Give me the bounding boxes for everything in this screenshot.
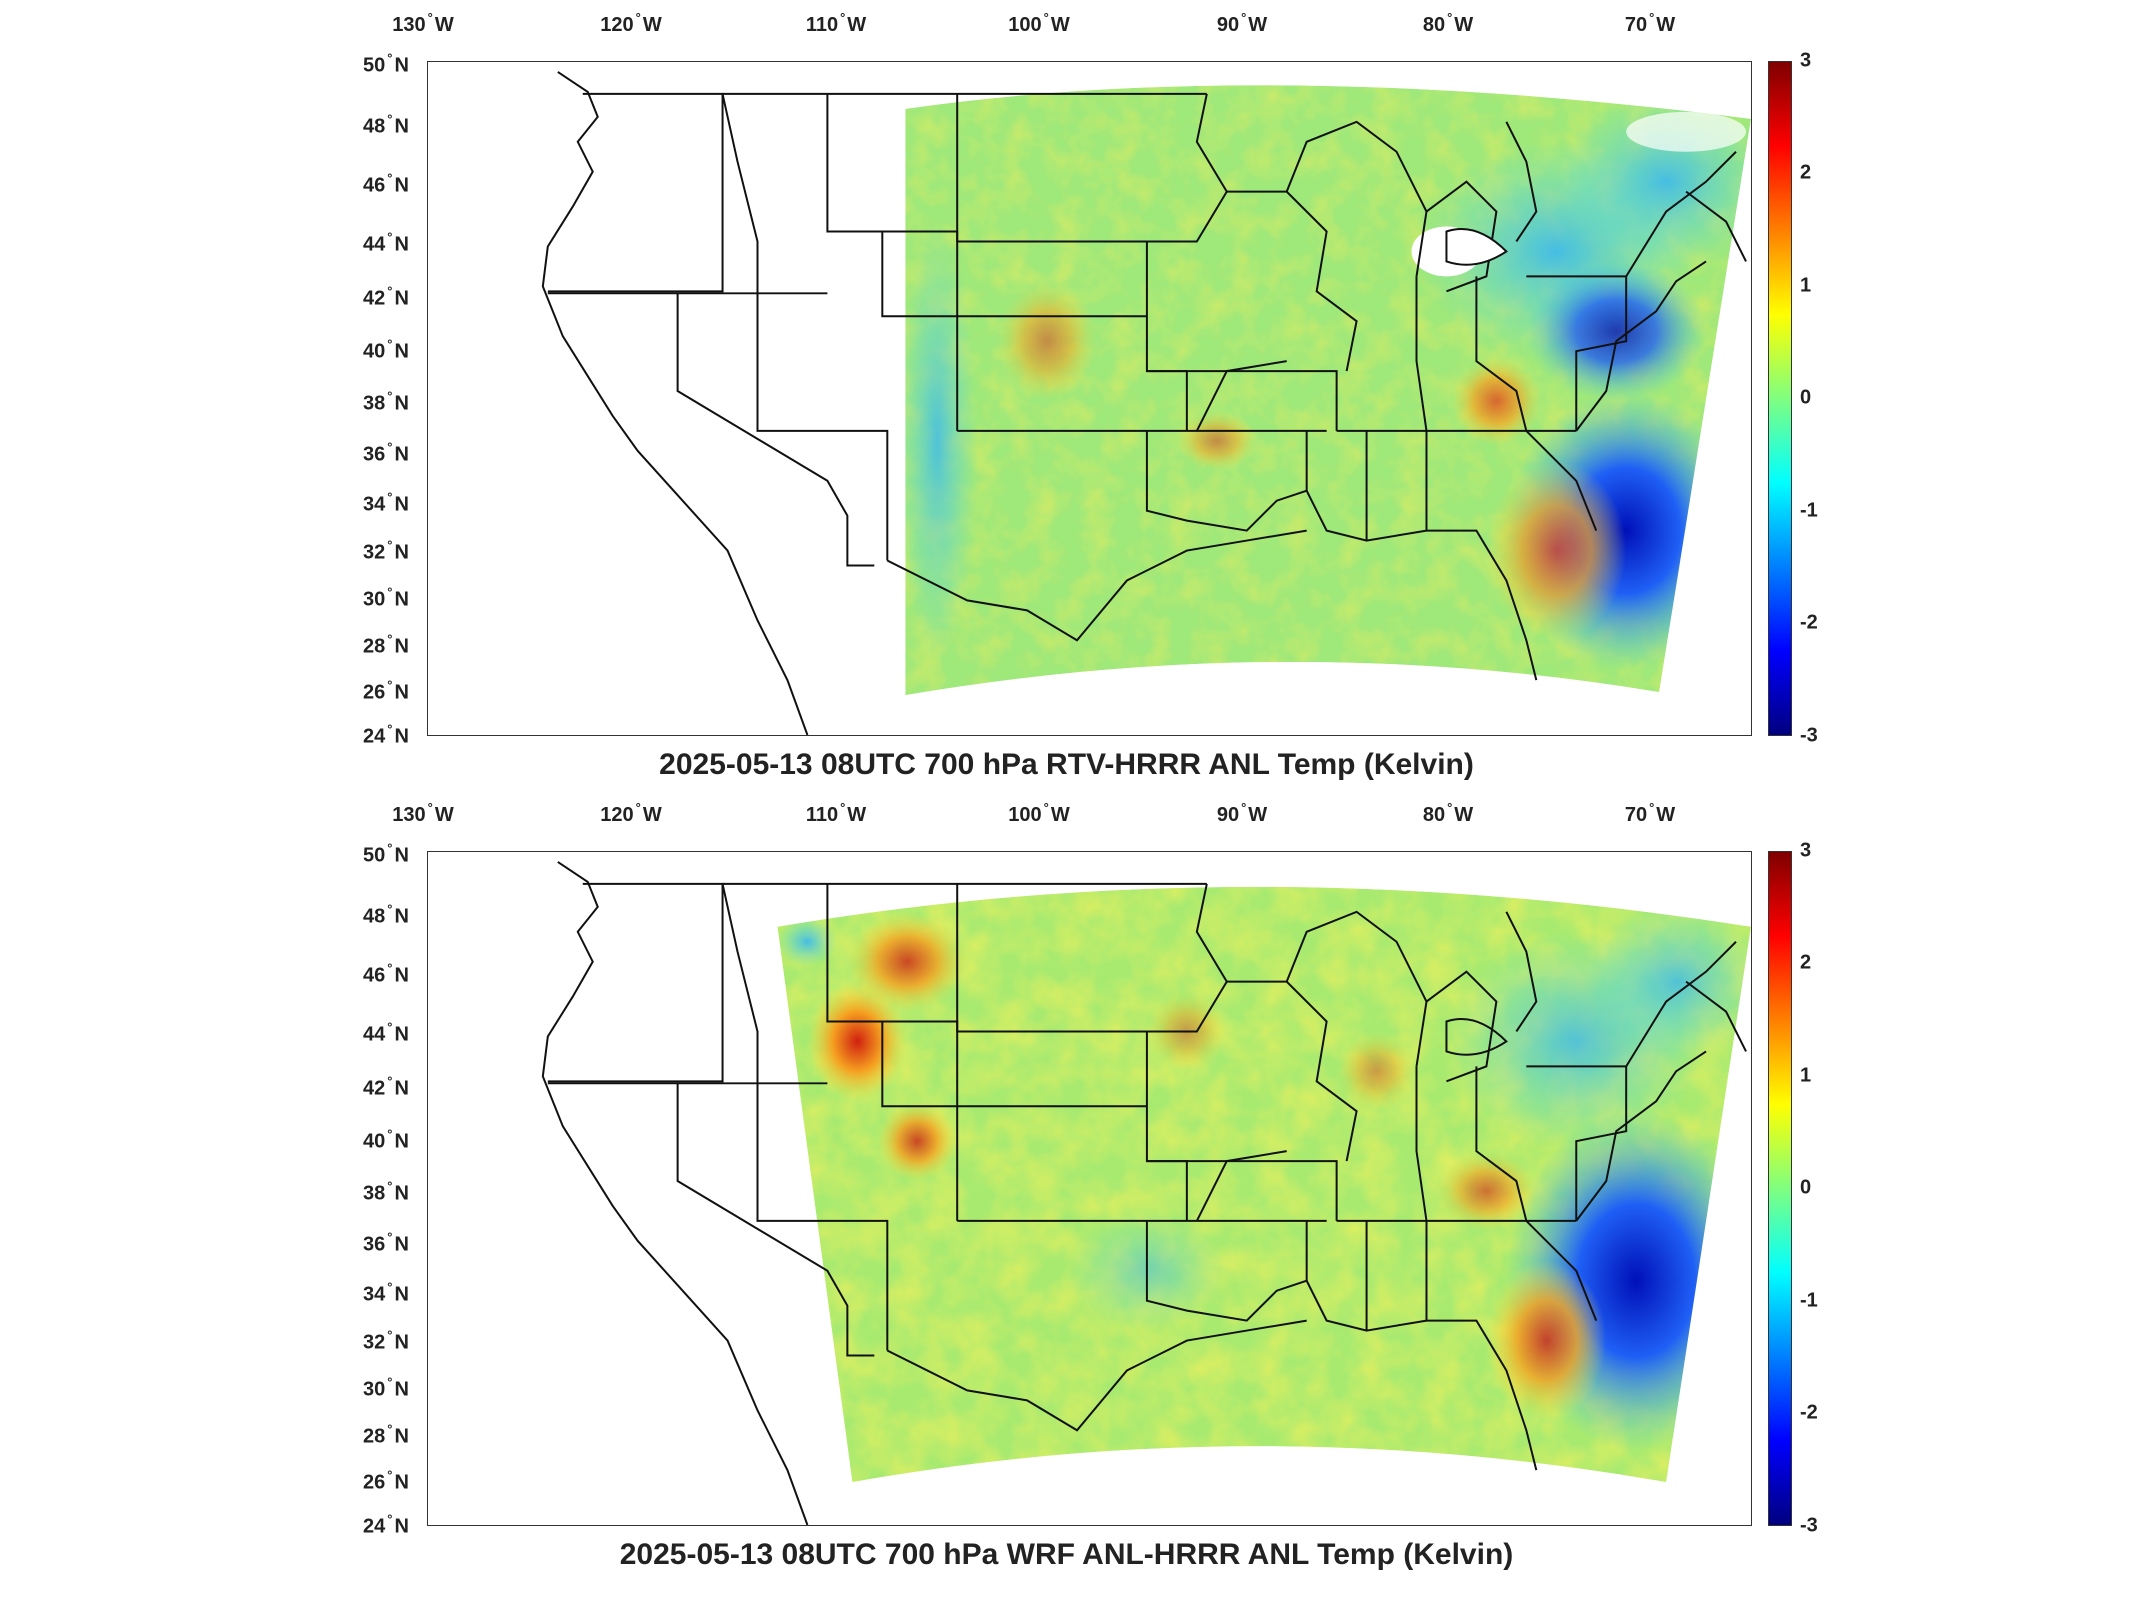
panel-rtv-hrrr: 130 ° W 120 ° W 110 ° W 100 ° W 90 ° W 80 ° W 70 ° W 5… — [0, 0, 2133, 790]
lon-tick-90: 90 ° W — [1216, 800, 1268, 826]
lat-tick-34: 34 ° N — [363, 489, 409, 516]
lat-tick-24: 24 ° N — [363, 721, 409, 748]
lat-tick-40: 40 ° N — [363, 336, 409, 363]
colorbar-tick: -3 — [1800, 724, 1818, 747]
colorbar-tick: 1 — [1800, 274, 1812, 297]
lat-tick-50: 50 ° N — [363, 50, 409, 77]
lon-tick-80: 80 ° W — [1422, 10, 1474, 36]
lat-tick-30: 30 ° N — [363, 1374, 409, 1401]
panel-title: 2025-05-13 08UTC 700 hPa WRF ANL-HRRR AN… — [619, 1538, 1514, 1571]
lat-tick-32: 32 ° N — [363, 1327, 409, 1354]
lat-tick-46: 46 ° N — [363, 960, 409, 987]
state-boundaries — [541, 861, 1747, 1525]
lat-tick-48: 48 ° N — [363, 111, 409, 138]
lat-tick-24: 24 ° N — [363, 1511, 409, 1538]
colorbar-tick: 0 — [1800, 386, 1812, 409]
lat-tick-32: 32 ° N — [363, 537, 409, 564]
lat-tick-36: 36 ° N — [363, 1229, 409, 1256]
lon-tick-110: 110 ° W — [805, 10, 867, 36]
lat-tick-38: 38 ° N — [363, 1178, 409, 1205]
lat-tick-26: 26 ° N — [363, 677, 409, 704]
colorbar — [1768, 61, 1792, 736]
lat-tick-48: 48 ° N — [363, 901, 409, 928]
colorbar-tick: 3 — [1800, 49, 1812, 72]
lakes — [1445, 228, 1508, 266]
lat-tick-28: 28 ° N — [363, 1421, 409, 1448]
lon-tick-120: 120 ° W — [600, 800, 662, 826]
data-field — [905, 85, 1751, 696]
colorbar-tick: 2 — [1800, 161, 1812, 184]
colorbar-tick: 1 — [1800, 1064, 1812, 1087]
state-boundaries — [541, 71, 1747, 735]
colorbar-tick: 0 — [1800, 1176, 1812, 1199]
lon-tick-70: 70 ° W — [1624, 800, 1676, 826]
lat-tick-44: 44 ° N — [363, 1019, 409, 1046]
lat-tick-28: 28 ° N — [363, 631, 409, 658]
lat-tick-30: 30 ° N — [363, 584, 409, 611]
lon-tick-120: 120 ° W — [600, 10, 662, 36]
colorbar-tick: -2 — [1800, 611, 1818, 634]
lon-tick-110: 110 ° W — [805, 800, 867, 826]
lon-tick-130: 130 ° W — [392, 10, 454, 36]
lon-tick-100: 100 ° W — [1008, 10, 1070, 36]
map-area — [427, 851, 1752, 1526]
lat-tick-26: 26 ° N — [363, 1467, 409, 1494]
panel-wrf-anl-hrrr: 130 ° W 120 ° W 110 ° W 100 ° W 90 ° W 80 ° W 70 ° W 5… — [0, 790, 2133, 1580]
lon-tick-90: 90 ° W — [1216, 10, 1268, 36]
lat-tick-40: 40 ° N — [363, 1126, 409, 1153]
data-field — [777, 886, 1751, 1483]
colorbar-tick: -3 — [1800, 1514, 1818, 1537]
temperature-difference-map — [541, 861, 1751, 1525]
colorbar-tick: -2 — [1800, 1401, 1818, 1424]
panel-title: 2025-05-13 08UTC 700 hPa RTV-HRRR ANL Te… — [659, 748, 1474, 781]
lat-tick-50: 50 ° N — [363, 840, 409, 867]
colorbar — [1768, 851, 1792, 1526]
lat-tick-34: 34 ° N — [363, 1279, 409, 1306]
temperature-difference-map — [541, 71, 1751, 735]
colorbar-tick: -1 — [1800, 1289, 1818, 1312]
lat-tick-42: 42 ° N — [363, 1073, 409, 1100]
map-area — [427, 61, 1752, 736]
lat-tick-42: 42 ° N — [363, 283, 409, 310]
colorbar-tick: -1 — [1800, 499, 1818, 522]
colorbar-tick: 2 — [1800, 951, 1812, 974]
lon-tick-130: 130 ° W — [392, 800, 454, 826]
colorbar-tick: 3 — [1800, 839, 1812, 862]
lakes — [1445, 1018, 1508, 1056]
lat-tick-36: 36 ° N — [363, 439, 409, 466]
lon-tick-80: 80 ° W — [1422, 800, 1474, 826]
lon-tick-70: 70 ° W — [1624, 10, 1676, 36]
lat-tick-46: 46 ° N — [363, 170, 409, 197]
lat-tick-44: 44 ° N — [363, 229, 409, 256]
lon-tick-100: 100 ° W — [1008, 800, 1070, 826]
lat-tick-38: 38 ° N — [363, 388, 409, 415]
